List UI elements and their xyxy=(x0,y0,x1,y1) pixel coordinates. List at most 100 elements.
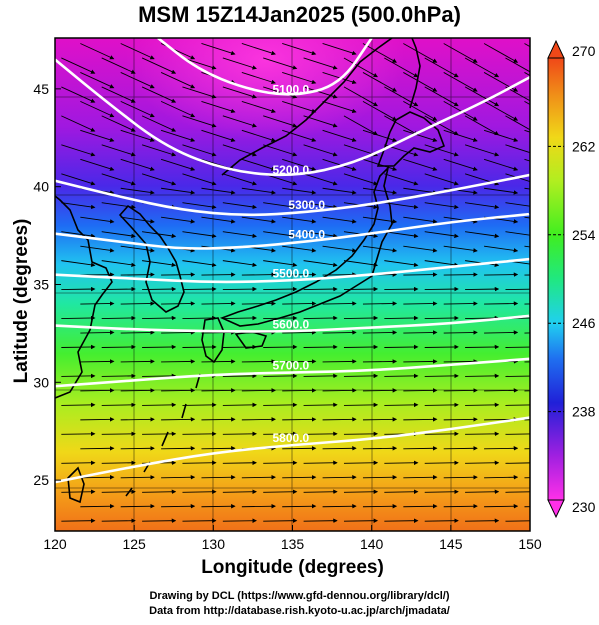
wind-arrow xyxy=(443,301,478,306)
wind-arrow xyxy=(160,72,196,89)
wind-arrow xyxy=(505,462,530,464)
wind-arrow xyxy=(201,475,236,480)
wind-arrow xyxy=(263,144,298,157)
wind-arrow xyxy=(120,301,155,306)
wind-arrow xyxy=(443,417,478,422)
wind-arrow xyxy=(403,129,438,142)
wind-arrow xyxy=(282,216,317,224)
wind-arrow xyxy=(322,100,357,114)
wind-arrow xyxy=(101,518,136,523)
wind-arrow xyxy=(403,446,438,451)
wind-arrow xyxy=(424,86,459,107)
wind-arrow xyxy=(201,417,236,422)
wind-arrow xyxy=(80,417,115,422)
wind-arrow xyxy=(161,388,196,393)
wind-arrow xyxy=(101,315,136,321)
height-contour xyxy=(55,357,530,388)
x-axis: 120 125 130 135 140 145 150 xyxy=(43,525,542,552)
contour-label: 5700.0 xyxy=(273,359,310,373)
contour-label: 5500.0 xyxy=(273,267,310,281)
wind-arrow xyxy=(61,460,96,466)
wind-arrow xyxy=(303,231,338,239)
wind-arrow xyxy=(384,344,419,350)
wind-arrow xyxy=(464,57,500,78)
wind-arrow xyxy=(505,202,530,207)
wind-arrow xyxy=(505,144,530,154)
wind-arrow xyxy=(80,446,115,451)
wind-arrow xyxy=(201,129,236,142)
wind-arrow xyxy=(505,433,530,435)
wind-arrow xyxy=(241,301,276,306)
wind-arrow xyxy=(443,43,478,63)
height-contour xyxy=(55,212,530,250)
wind-arrow xyxy=(61,373,96,379)
colorbar-min-arrow xyxy=(547,499,565,519)
height-contour xyxy=(55,173,530,217)
wind-arrow xyxy=(403,359,438,364)
x-tick-label: 130 xyxy=(202,536,226,552)
height-contours: 5100.0 5200.0 5300.0 5400.0 5500.0 5600.0 5700… xyxy=(55,38,530,484)
wind-arrow xyxy=(61,202,96,210)
wind-arrow xyxy=(120,388,155,393)
wind-arrow xyxy=(465,231,500,239)
wind-arrow xyxy=(61,57,96,74)
wind-arrow xyxy=(241,417,276,422)
wind-arrow xyxy=(322,129,357,142)
height-contour xyxy=(55,257,530,284)
wind-arrow xyxy=(80,359,115,364)
wind-arrow xyxy=(465,489,500,494)
wind-arrow xyxy=(303,402,338,408)
wind-arrow xyxy=(322,446,357,451)
colorbar-tick-label: 238 xyxy=(572,404,596,420)
wind-arrow xyxy=(362,129,398,142)
wind-arrow xyxy=(424,173,459,186)
wind-arrow xyxy=(120,417,155,422)
wind-arrow xyxy=(80,43,115,60)
wind-arrow xyxy=(322,475,357,480)
wind-arrow xyxy=(120,503,155,509)
x-tick-label: 125 xyxy=(122,536,146,552)
wind-arrow xyxy=(142,344,177,350)
wind-arrow xyxy=(61,86,96,103)
wind-arrow xyxy=(263,518,298,523)
wind-arrow xyxy=(403,417,438,422)
wind-arrow xyxy=(201,187,236,195)
wind-arrow xyxy=(403,475,438,480)
wind-arrow xyxy=(465,202,500,210)
wind-arrow xyxy=(161,187,196,195)
wind-arrow xyxy=(263,286,298,292)
wind-arrow xyxy=(201,503,236,509)
wind-arrow xyxy=(443,475,478,480)
wind-arrow xyxy=(484,475,519,480)
lat-lon-grid xyxy=(55,38,530,531)
wind-arrow xyxy=(282,43,317,56)
wind-arrow xyxy=(101,144,136,157)
wind-arrow xyxy=(424,431,459,437)
wind-arrow xyxy=(61,115,96,132)
wind-arrow xyxy=(142,260,177,268)
wind-arrow xyxy=(201,100,236,114)
wind-arrow xyxy=(201,216,236,224)
wind-arrow xyxy=(282,272,317,277)
y-axis: 25 30 35 40 45 xyxy=(33,81,61,488)
wind-arrow xyxy=(303,489,338,494)
wind-arrow xyxy=(142,402,177,408)
wind-arrow xyxy=(142,489,177,494)
wind-arrow xyxy=(241,43,276,56)
wind-arrow xyxy=(80,475,115,480)
wind-arrow xyxy=(403,388,438,393)
wind-arrow xyxy=(222,57,257,70)
wind-arrow xyxy=(222,460,257,466)
wind-arrow xyxy=(101,115,136,132)
wind-arrow xyxy=(282,330,317,335)
wind-arrow xyxy=(263,460,298,466)
hokkaido-coast xyxy=(376,111,446,167)
wind-arrow xyxy=(424,344,459,350)
wind-arrow xyxy=(464,144,500,157)
wind-arrow xyxy=(222,489,257,494)
colorbar: 230 238 246 254 262 270 xyxy=(547,39,596,519)
wind-arrow xyxy=(282,129,317,142)
wind-arrow xyxy=(424,518,459,523)
wind-arrow xyxy=(120,245,155,253)
